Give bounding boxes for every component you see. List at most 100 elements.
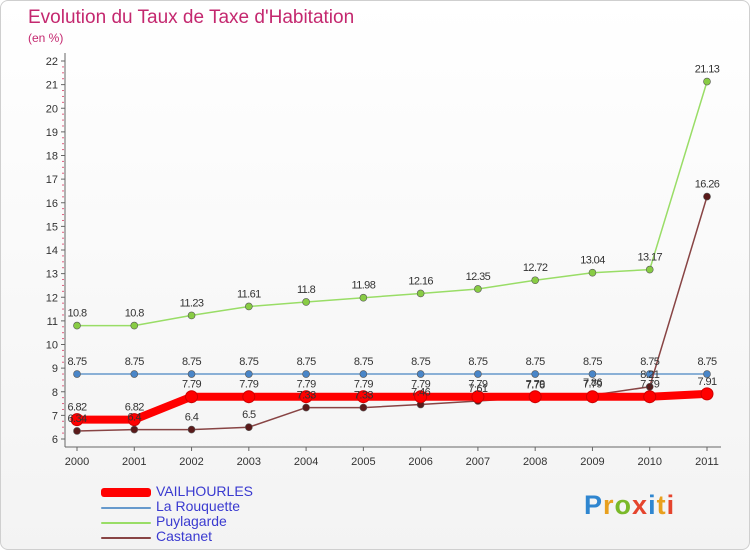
proxiti-logo: Proxiti [584,490,675,521]
y-minor-tick [62,355,64,357]
data-label-puylagarde: 12.16 [408,275,433,287]
y-minor-tick [62,308,64,310]
y-minor-tick [62,326,64,328]
x-tick-label: 2005 [351,456,375,468]
data-label-la-rouquette: 8.75 [239,356,258,368]
data-label-la-rouquette: 8.75 [468,356,487,368]
data-point-castanet [130,425,139,434]
data-point-vailhourles [127,413,141,427]
logo-letter: o [614,490,633,520]
y-minor-tick [62,408,64,410]
data-label-puylagarde: 11.98 [352,280,376,292]
y-minor-tick [62,261,64,263]
y-minor-tick [62,78,64,80]
data-label-castanet: 6.4 [185,412,199,424]
data-point-vailhourles [185,390,199,404]
data-point-la-rouquette [302,370,310,378]
data-label-vailhourles: 6.82 [125,402,144,414]
data-label-castanet: 7.76 [526,379,545,391]
data-label-vailhourles: 7.79 [468,379,487,391]
x-tick-label: 2006 [408,456,432,468]
y-minor-tick [62,208,64,210]
data-label-puylagarde: 10.8 [67,308,86,320]
data-label-vailhourles: 7.79 [239,379,258,391]
legend-swatch-puylagarde [101,522,151,524]
data-label-vailhourles: 7.79 [182,379,201,391]
y-minor-tick [62,432,64,434]
x-tick-label: 2010 [637,456,661,468]
data-point-la-rouquette [474,370,482,378]
data-point-puylagarde [302,298,310,306]
y-minor-tick [62,237,64,239]
data-point-la-rouquette [416,370,425,378]
x-tick-label: 2011 [695,456,719,468]
y-tick-label: 8 [52,387,58,399]
data-label-castanet: 6.34 [67,413,86,425]
data-label-la-rouquette: 8.75 [297,356,316,368]
chart-title: Evolution du Taux de Taxe d'Habitation [28,7,355,28]
data-label-vailhourles: 7.79 [354,379,373,391]
x-tick-label: 2002 [179,456,203,468]
y-minor-tick [62,143,64,145]
x-tick-label: 2003 [237,456,261,468]
y-tick-label: 14 [46,245,58,257]
data-label-castanet: 8.21 [640,369,659,381]
y-tick-label: 16 [46,198,58,210]
data-label-vailhourles: 7.79 [526,379,545,391]
data-point-vailhourles [585,390,599,404]
data-point-vailhourles [643,390,657,404]
y-minor-tick [62,172,64,174]
y-minor-tick [62,373,64,375]
y-minor-tick [62,196,64,198]
y-minor-tick [62,219,64,221]
data-point-puylagarde [474,285,482,293]
y-tick-label: 15 [46,221,58,233]
data-point-la-rouquette [588,370,597,378]
data-point-castanet [187,425,196,434]
y-minor-tick [62,290,64,292]
x-tick-label: 2007 [466,456,490,468]
data-label-puylagarde: 11.61 [237,288,261,300]
data-label-puylagarde: 13.04 [580,255,605,267]
data-point-puylagarde [645,265,654,274]
logo-letter: x [632,490,649,520]
data-label-la-rouquette: 8.75 [354,356,373,368]
logo-letter: i [648,490,657,520]
data-point-puylagarde [130,321,139,330]
data-label-la-rouquette: 8.75 [640,356,659,368]
data-label-puylagarde: 11.8 [297,284,316,296]
y-minor-tick [62,72,64,74]
data-label-la-rouquette: 8.75 [182,356,201,368]
logo-letter: r [603,490,615,520]
data-label-castanet: 7.33 [297,390,316,402]
data-point-la-rouquette [703,370,711,378]
data-label-vailhourles: 7.79 [411,379,430,391]
y-tick-label: 18 [46,151,58,163]
data-label-la-rouquette: 8.75 [583,356,602,368]
y-minor-tick [62,190,64,192]
data-point-puylagarde [245,302,253,311]
chart-subtitle: (en %) [28,31,64,45]
y-minor-tick [62,243,64,245]
y-minor-tick [62,420,64,422]
y-tick-label: 6 [52,434,58,446]
y-minor-tick [62,166,64,168]
legend: VAILHOURLES La Rouquette Puylagarde Cast… [101,483,341,545]
y-tick-label: 11 [47,316,58,328]
data-point-puylagarde [359,293,368,302]
y-tick-label: 7 [52,410,58,422]
data-point-puylagarde [416,289,425,298]
x-tick-label: 2001 [122,456,146,468]
data-point-puylagarde [588,268,597,277]
data-label-puylagarde: 11.23 [180,297,204,309]
legend-item-puylagarde: Puylagarde [101,513,341,530]
data-point-castanet [302,403,310,412]
data-label-castanet: 7.46 [411,387,430,399]
y-minor-tick [62,379,64,381]
y-minor-tick [62,255,64,257]
data-label-vailhourles: 7.91 [697,376,716,388]
y-tick-label: 12 [46,292,58,304]
y-minor-tick [62,349,64,351]
